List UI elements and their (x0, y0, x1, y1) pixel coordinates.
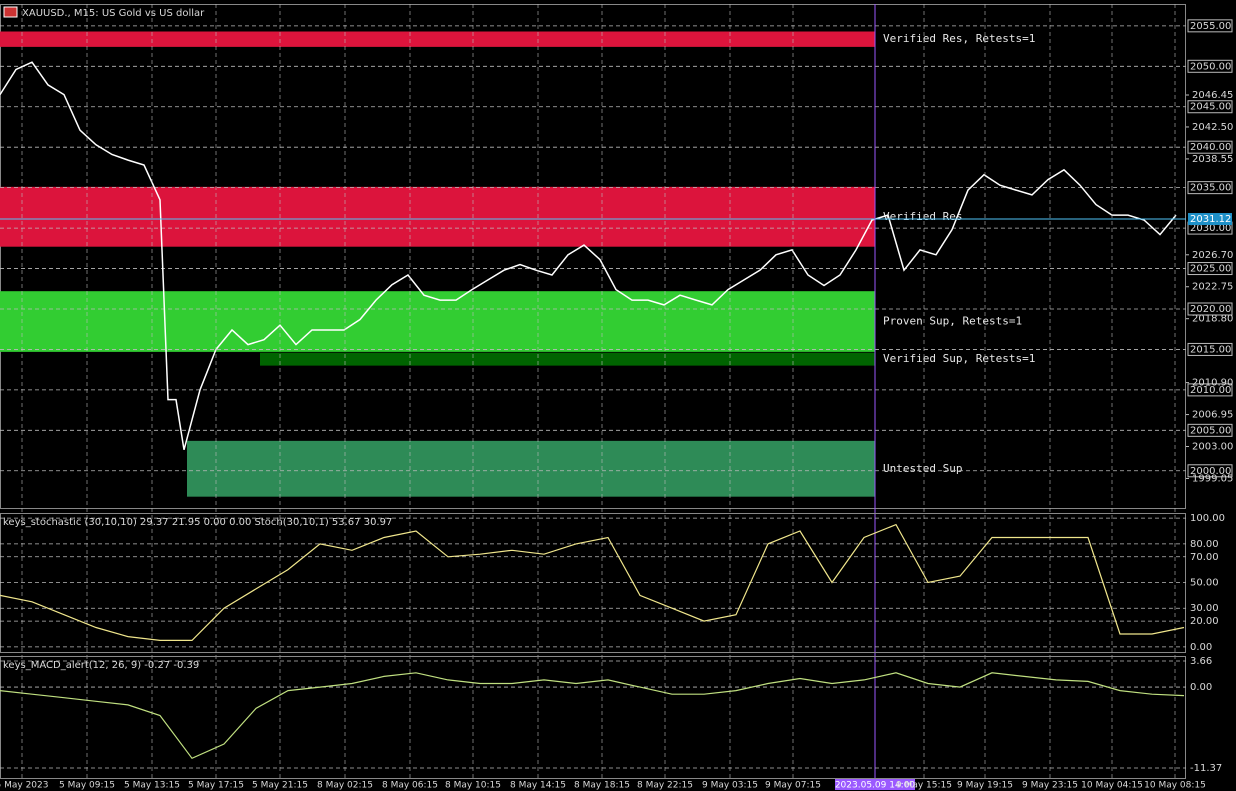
y-tick-label: 50.00 (1190, 578, 1219, 589)
panel-border (0, 513, 1186, 653)
zone-label: Untested Sup (883, 462, 962, 475)
x-tick-label: 9 May 19:15 (957, 781, 1013, 791)
chart-title: XAUUSD., M15: US Gold vs US dollar (22, 8, 205, 19)
tick-box (1187, 262, 1233, 276)
y-tick-label: 2038.55 (1192, 154, 1233, 165)
y-tick-label: 2055.00 (1190, 21, 1231, 32)
x-tick-label: 9 May 15:15 (896, 781, 952, 791)
indicator-line (0, 523, 1185, 641)
last-price-box (1188, 213, 1232, 226)
x-tick-label: 5 May 2023 (0, 781, 48, 791)
y-tick-label: 2003.00 (1192, 442, 1233, 453)
y-tick-label: 80.00 (1190, 539, 1219, 550)
y-tick-label: 20.00 (1190, 616, 1219, 627)
price-line (0, 61, 1177, 450)
y-tick-label: 2046.45 (1192, 90, 1233, 101)
x-tick-label: 8 May 10:15 (445, 781, 501, 791)
y-tick-label: 2010.90 (1192, 378, 1233, 389)
x-tick-label: 10 May 04:15 (1081, 781, 1143, 791)
x-tick-label: 9 May 03:15 (702, 781, 758, 791)
y-tick-label: 2010.00 (1190, 385, 1231, 396)
panel-border (0, 656, 1186, 779)
tick-box (1187, 100, 1233, 114)
y-tick-label: 2026.70 (1192, 250, 1233, 261)
y-tick-label: 1999.05 (1192, 473, 1233, 484)
x-tick-label: 8 May 06:15 (382, 781, 438, 791)
y-tick-label: 2045.00 (1190, 102, 1231, 113)
x-tick-label: 5 May 21:15 (252, 781, 308, 791)
x-tick-label: 8 May 02:15 (317, 781, 373, 791)
y-tick-label: 2040.00 (1190, 142, 1231, 153)
y-tick-label: 2000.00 (1190, 466, 1231, 477)
x-tick-label: 5 May 13:15 (124, 781, 180, 791)
indicator-line (0, 672, 1185, 760)
y-tick-label: 2006.95 (1192, 410, 1233, 421)
zone-label: Verified Sup, Retests=1 (883, 352, 1035, 365)
y-tick-label: 0.00 (1190, 642, 1212, 653)
sr-zone (0, 31, 875, 47)
x-tick-label: 5 May 09:15 (59, 781, 115, 791)
x-tick-label: 8 May 22:15 (637, 781, 693, 791)
indicator-title: keys_MACD_alert(12, 26, 9) -0.27 -0.39 (3, 660, 199, 671)
y-tick-label: -11.37 (1190, 763, 1222, 774)
y-tick-label: 70.00 (1190, 552, 1219, 563)
tick-box (1187, 140, 1233, 154)
tick-box (1187, 302, 1233, 316)
y-tick-label: 2042.50 (1192, 122, 1233, 133)
x-tick-label: 10 May 08:15 (1144, 781, 1206, 791)
tick-box (1187, 342, 1233, 356)
y-tick-label: 3.66 (1190, 656, 1212, 667)
tick-box (1187, 464, 1233, 478)
y-tick-label: 2022.75 (1192, 282, 1233, 293)
zone-label: Verified Res (883, 210, 962, 223)
y-tick-label: 0.00 (1190, 682, 1212, 693)
y-tick-label: 2005.00 (1190, 425, 1231, 436)
zone-label: Verified Res, Retests=1 (883, 32, 1035, 45)
y-tick-label: 2025.00 (1190, 264, 1231, 275)
x-tick-label: 5 May 17:15 (188, 781, 244, 791)
tick-box (1187, 181, 1233, 195)
y-tick-label: 30.00 (1190, 603, 1219, 614)
y-tick-label: 2035.00 (1190, 183, 1231, 194)
sr-zone (0, 186, 875, 247)
tick-box (1187, 423, 1233, 437)
sr-zone (0, 291, 875, 352)
tick-box (1187, 383, 1233, 397)
tick-box (1187, 59, 1233, 73)
y-tick-label: 100.00 (1190, 513, 1225, 524)
last-price-label: 2031.12 (1190, 214, 1231, 225)
tick-box (1187, 19, 1233, 33)
y-tick-label: 2030.00 (1190, 223, 1231, 234)
crosshair-box (835, 779, 915, 790)
x-tick-label: 8 May 14:15 (510, 781, 566, 791)
y-tick-label: 2020.00 (1190, 304, 1231, 315)
symbol-icon (3, 6, 18, 18)
x-tick-label: 9 May 07:15 (765, 781, 821, 791)
x-tick-label: 9 May 23:15 (1022, 781, 1078, 791)
crosshair-label: 2023.05.09 14:00 (835, 781, 916, 791)
y-tick-label: 2050.00 (1190, 61, 1231, 72)
sr-zone (260, 352, 875, 366)
y-tick-label: 2018.80 (1192, 314, 1233, 325)
indicator-title: keys_stochastic (30,10,10) 29.37 21.95 0… (3, 517, 392, 528)
sr-zone (187, 440, 875, 497)
zone-label: Proven Sup, Retests=1 (883, 315, 1022, 328)
y-tick-label: 2015.00 (1190, 344, 1231, 355)
panel-border (0, 4, 1186, 509)
x-tick-label: 8 May 18:15 (574, 781, 630, 791)
